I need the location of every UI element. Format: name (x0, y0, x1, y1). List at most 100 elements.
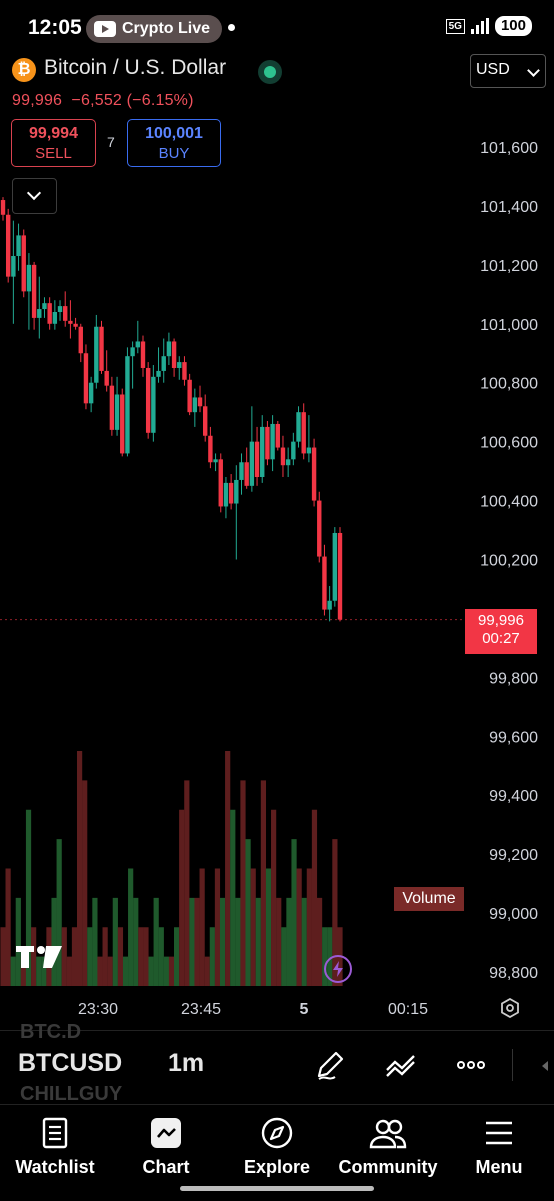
candle-body (94, 326, 99, 383)
volume-bar (15, 897, 21, 986)
volume-bar (260, 780, 267, 986)
nav-label: Watchlist (15, 1157, 95, 1177)
candle-body (42, 303, 47, 310)
status-bar: 12:05 Crypto Live 5G 100 (0, 0, 554, 56)
volume-bar (316, 897, 323, 986)
candle-body (68, 320, 73, 324)
nav-menu[interactable]: Menu (444, 1113, 554, 1178)
candle-body (306, 447, 312, 454)
indicators-icon[interactable] (384, 1048, 418, 1082)
candle-body (234, 479, 239, 504)
volume-bar (102, 927, 108, 986)
candle-body (140, 341, 146, 368)
candle-body (213, 459, 218, 463)
chevron-down-icon (527, 64, 540, 77)
volume-bar (158, 927, 164, 986)
scroll-left-icon[interactable] (542, 1061, 548, 1071)
volume-bar (189, 897, 195, 986)
youtube-icon (94, 21, 116, 37)
volume-bar (286, 897, 292, 986)
volume-bar (332, 839, 338, 986)
home-indicator[interactable] (180, 1186, 374, 1191)
system-icons: 5G 100 (445, 16, 532, 36)
candle-body (311, 447, 317, 501)
volume-bar (168, 956, 175, 986)
interval-button[interactable]: 1m (168, 1049, 205, 1077)
nav-explore[interactable]: Explore (222, 1113, 332, 1178)
volume-bar (97, 956, 103, 986)
sell-button[interactable]: 99,994 SELL (11, 119, 96, 167)
price-tick-4: 100,800 (480, 376, 538, 393)
chart-toolbar: BTC.D BTCUSD 1m CHILLGUY (0, 1021, 554, 1105)
volume-bar (66, 956, 72, 986)
candle-body (114, 394, 120, 430)
bottom-navigation: Watchlist Chart Explore Community Menu (0, 1104, 554, 1201)
collapse-legend-button[interactable] (12, 178, 57, 214)
candle-body (156, 370, 161, 377)
chart-icon (151, 1118, 181, 1148)
candle-body (285, 459, 291, 466)
volume-bar (0, 927, 6, 986)
volume-bar (122, 956, 129, 986)
settings-icon[interactable] (500, 998, 520, 1018)
currency-value: USD (476, 61, 510, 78)
volume-bar (194, 897, 200, 986)
buy-button[interactable]: 100,001 BUY (127, 119, 221, 167)
notification-dot-icon (228, 24, 235, 31)
volume-bar (306, 868, 312, 986)
nav-watchlist[interactable]: Watchlist (0, 1113, 110, 1178)
price-chart[interactable]: 101,600 101,400 101,200 101,000 100,800 100,6… (0, 0, 554, 1030)
pair-name[interactable]: Bitcoin / U.S. Dollar (44, 56, 227, 79)
price-tick-10: 99,400 (489, 788, 538, 805)
nav-community[interactable]: Community (333, 1113, 443, 1178)
volume-bar (128, 868, 134, 986)
volume-bar (250, 868, 256, 986)
price-tick-0: 101,600 (480, 140, 538, 157)
nav-label: Community (338, 1157, 438, 1177)
more-icon[interactable] (454, 1048, 488, 1082)
spread-value: 7 (107, 134, 115, 150)
watchlist-icon (42, 1117, 68, 1149)
volume-bar (92, 897, 98, 986)
candle-body (16, 235, 21, 257)
drawing-tool-icon[interactable] (314, 1048, 348, 1082)
lightning-icon[interactable] (324, 955, 352, 983)
volume-bar (245, 839, 251, 986)
volume-bar (163, 956, 169, 986)
volume-bar (41, 956, 47, 986)
nav-chart[interactable]: Chart (111, 1113, 221, 1178)
status-time: 12:05 (28, 16, 82, 39)
sell-label: SELL (35, 145, 72, 162)
live-indicator[interactable]: Crypto Live (86, 15, 223, 43)
price-tick-2: 101,200 (480, 258, 538, 275)
candle-body (47, 303, 52, 324)
market-open-icon (258, 60, 282, 84)
live-label: Crypto Live (122, 20, 211, 37)
candle-body (31, 264, 37, 318)
symbol-button[interactable]: BTCUSD (18, 1049, 123, 1077)
candle-body (99, 326, 104, 371)
volume-bar (117, 927, 124, 986)
candle-body (187, 379, 192, 413)
volume-bar (5, 868, 11, 986)
bolt-glyph-icon (333, 961, 343, 977)
candle-body (26, 264, 32, 292)
currency-select[interactable]: USD (470, 54, 546, 88)
candle-body (73, 323, 78, 327)
volume-bar (301, 897, 307, 986)
ghost-symbol-below: CHILLGUY (20, 1083, 123, 1105)
time-tick-2: 5 (300, 1001, 309, 1018)
candle-body (37, 309, 42, 318)
candle-body (239, 462, 244, 480)
candle-body (161, 356, 166, 371)
time-axis: 23:30 23:45 5 00:15 (78, 1001, 428, 1018)
volume-bar (25, 809, 32, 986)
candle-body (337, 532, 343, 620)
candle-body (135, 341, 140, 348)
candle-body (322, 556, 327, 610)
candle-body (208, 435, 213, 463)
candle-body (254, 441, 260, 477)
price-axis: 101,600 101,400 101,200 101,000 100,800 100,6… (480, 140, 538, 982)
volume-bar (76, 751, 83, 986)
candle-body (291, 441, 296, 460)
